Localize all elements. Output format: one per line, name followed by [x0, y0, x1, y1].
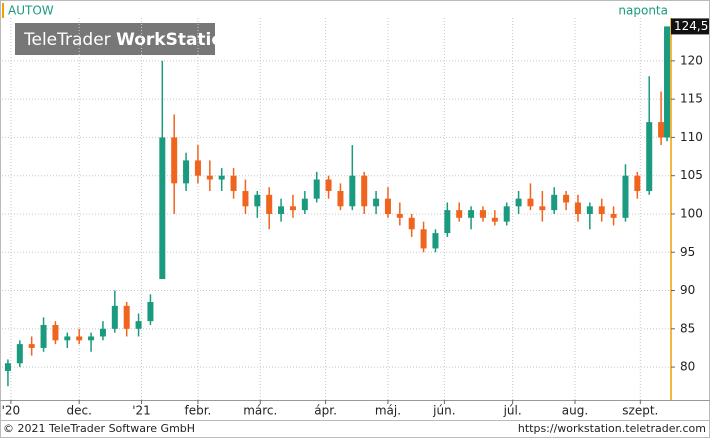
candle-body — [4, 363, 11, 371]
x-tick-label: febr. — [185, 404, 212, 418]
x-tick-label: '21 — [132, 404, 151, 418]
candle-body — [361, 175, 368, 207]
candle-body — [206, 175, 213, 180]
candle-body — [218, 175, 225, 180]
candle-body — [301, 198, 308, 211]
candle-body — [539, 206, 546, 211]
candle-body — [242, 191, 249, 207]
candle-body — [658, 122, 665, 138]
candle-body — [135, 321, 142, 329]
candle-body — [76, 336, 83, 341]
candle-body — [408, 217, 415, 230]
last-price-label: 124,5 — [674, 19, 708, 33]
candle-body — [289, 206, 296, 211]
candle-body — [88, 336, 95, 341]
candle-body — [28, 344, 35, 348]
interval: naponta — [618, 4, 668, 18]
x-tick-label: júl. — [503, 404, 522, 418]
y-tick-label: 120 — [680, 53, 703, 67]
x-tick-label: '20 — [2, 404, 21, 418]
url: https://workstation.teletrader.com — [518, 422, 706, 435]
watermark-product: WorkStation — [116, 30, 235, 50]
candle-body — [563, 194, 570, 203]
x-tick-label: aug. — [562, 404, 588, 418]
candle-body — [456, 210, 463, 218]
y-tick-label: 110 — [680, 130, 703, 144]
x-tick-label: jún. — [432, 404, 455, 418]
candle-body — [396, 213, 403, 218]
y-tick-label: 85 — [680, 321, 695, 335]
candle-body — [194, 160, 201, 176]
candle-body — [373, 198, 380, 207]
candle-body — [468, 210, 475, 218]
candle-body — [503, 206, 510, 222]
candle-body — [420, 229, 427, 249]
candle-body — [551, 194, 558, 211]
candle-body — [598, 206, 605, 214]
candle-body — [16, 344, 23, 364]
y-tick-label: 80 — [680, 360, 695, 374]
y-tick-label: 115 — [680, 92, 703, 106]
watermark: TeleTrader WorkStation — [23, 30, 235, 50]
candle-body — [622, 175, 629, 218]
x-tick-label: dec. — [66, 404, 91, 418]
candle-body — [123, 305, 130, 329]
candle-body — [99, 328, 106, 337]
candle-body — [278, 206, 285, 214]
candle-body — [432, 233, 439, 249]
candle-body — [147, 302, 154, 322]
candle-body — [610, 213, 617, 218]
candle-body — [515, 198, 522, 207]
x-tick-label: szept. — [622, 404, 658, 418]
candle-body — [313, 179, 320, 199]
candle-body — [254, 194, 261, 207]
candle-body — [266, 194, 273, 214]
last-price-box — [671, 18, 709, 35]
candle-body — [664, 26, 671, 138]
candle-body — [444, 210, 451, 234]
candle-body — [491, 217, 498, 222]
candle-body — [171, 137, 178, 184]
candle-body — [384, 198, 391, 214]
candle-body — [40, 324, 47, 348]
copyright: © 2021 TeleTrader Software GmbH — [3, 422, 195, 435]
candle-body — [111, 305, 118, 329]
candle-body — [183, 160, 190, 184]
candle-body — [52, 324, 59, 341]
candle-body — [349, 175, 356, 207]
candle-body — [646, 122, 653, 192]
candle-body — [337, 191, 344, 207]
candle-body — [64, 336, 71, 341]
symbol-marker — [2, 3, 4, 18]
y-tick-label: 105 — [680, 168, 703, 182]
watermark-box — [15, 23, 215, 55]
x-tick-label: ápr. — [314, 404, 337, 418]
candle-body — [479, 210, 486, 218]
y-tick-label: 90 — [680, 283, 695, 297]
candle-body — [586, 206, 593, 214]
y-tick-label: 95 — [680, 245, 695, 259]
x-tick-label: márc. — [243, 404, 277, 418]
symbol: AUTOW — [8, 4, 54, 18]
watermark-brand: TeleTrader — [23, 30, 111, 50]
candle-body — [574, 202, 581, 214]
candle-body — [527, 198, 534, 207]
candle-body — [325, 179, 332, 192]
y-tick-label: 100 — [680, 206, 703, 220]
x-tick-label: máj. — [375, 404, 401, 418]
candle-body — [230, 175, 237, 192]
candle-body — [159, 137, 166, 280]
candle-body — [634, 175, 641, 192]
